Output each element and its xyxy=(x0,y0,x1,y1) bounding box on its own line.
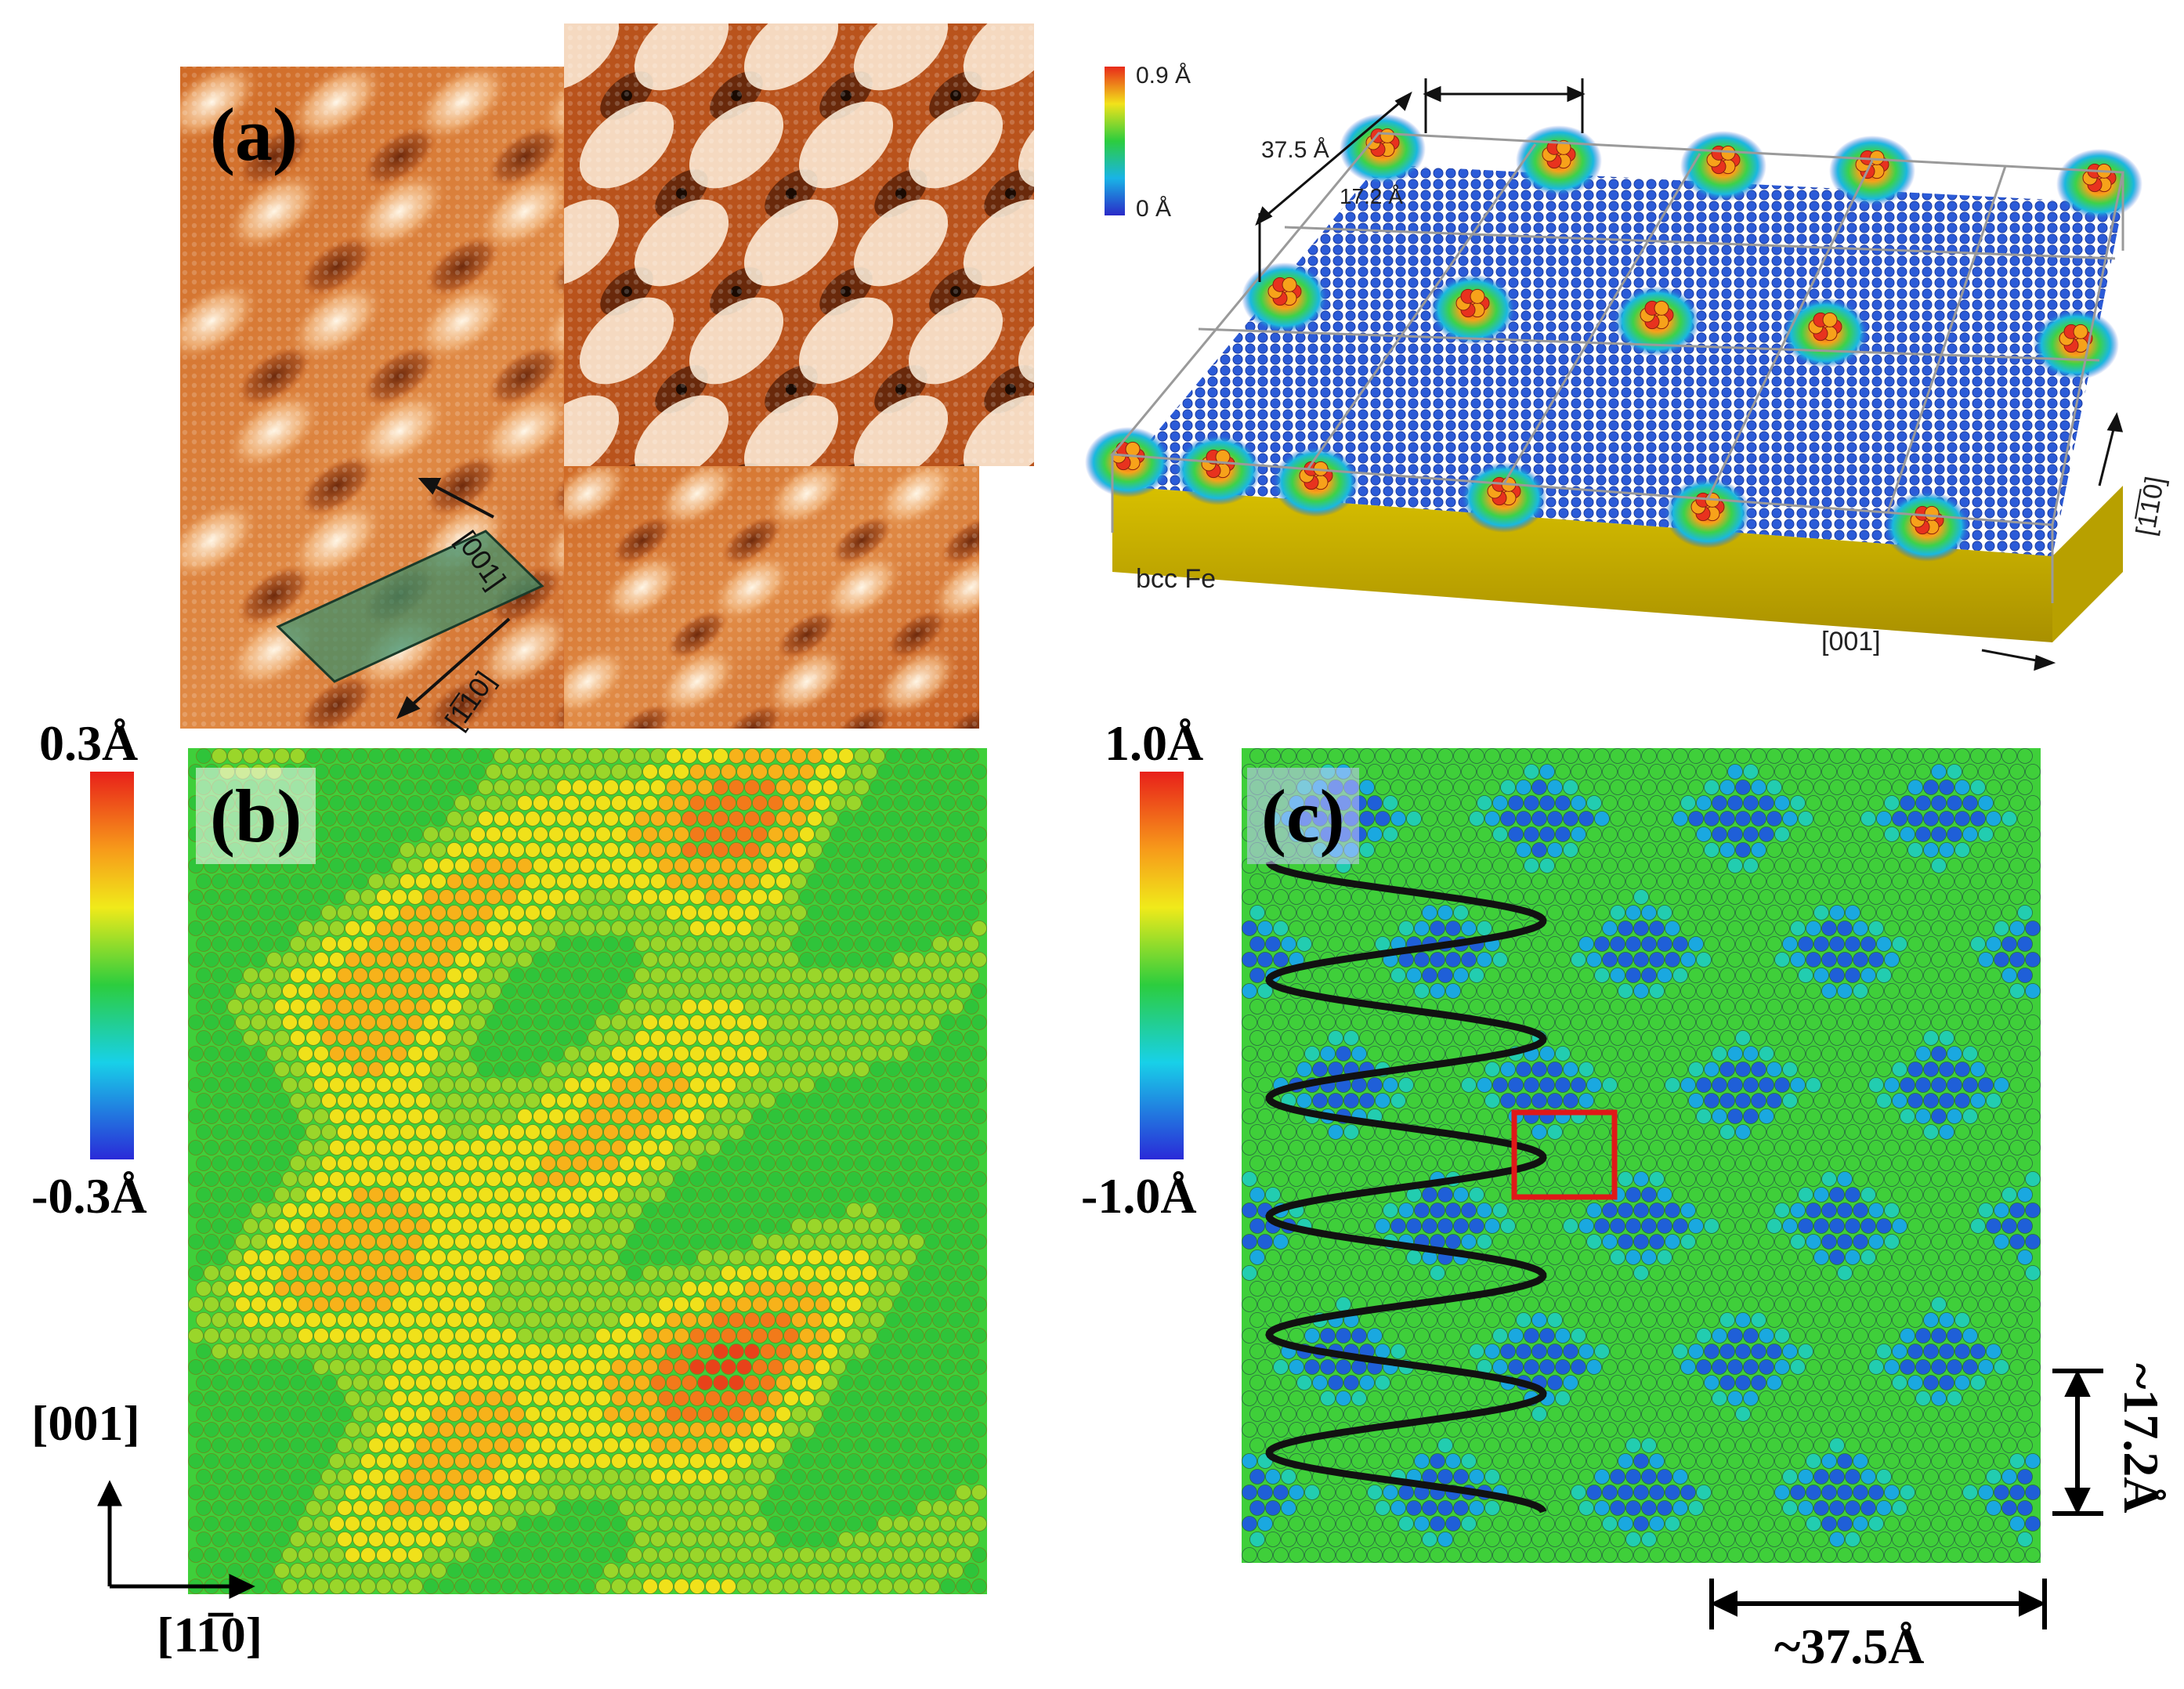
colorbar-b-max: 0.3Å xyxy=(39,714,138,772)
axis-001: [001] xyxy=(31,1394,140,1452)
period-long-label: ~37.5Å xyxy=(1774,1618,1925,1676)
axis-001-label: [001] xyxy=(1821,627,1881,657)
colorbar-3d-max: 0.9 Å xyxy=(1136,63,1191,89)
panel-a: (a) [001] [1̅10] xyxy=(180,24,1034,729)
panel-b-label: (b) xyxy=(196,768,316,864)
colorbar-b-min: -0.3Å xyxy=(31,1167,147,1225)
colorbar-b xyxy=(90,772,134,1159)
period-short-label: ~17.2Å xyxy=(2112,1363,2170,1514)
panel-c-label: (c) xyxy=(1247,768,1359,864)
colorbar-c-max: 1.0Å xyxy=(1105,714,1203,772)
height-map-c xyxy=(1042,729,2184,1685)
substrate-label: bcc Fe xyxy=(1136,564,1216,595)
3d-height-model xyxy=(1081,47,2178,689)
dim-short-label: 17.2 Å xyxy=(1340,184,1403,209)
panel-a-3d-model: 0.9 Å 0 Å 37.5 Å 17.2 Å bcc Fe [001] [1̅… xyxy=(1081,47,2178,689)
colorbar-3d xyxy=(1105,67,1125,215)
panel-a-label: (a) xyxy=(196,86,312,183)
dim-long-label: 37.5 Å xyxy=(1261,137,1329,164)
colorbar-c xyxy=(1140,772,1184,1159)
colorbar-c-min: -1.0Å xyxy=(1081,1167,1197,1225)
panel-b: 0.3Å -0.3Å (b) [001] [11̅0] xyxy=(0,729,1018,1685)
height-map-b xyxy=(0,729,1018,1685)
colorbar-3d-min: 0 Å xyxy=(1136,196,1171,222)
axis-1-10: [11̅0] xyxy=(157,1606,262,1664)
panel-c: 1.0Å -1.0Å (c) ~17.2Å ~37.5Å xyxy=(1042,729,2184,1685)
